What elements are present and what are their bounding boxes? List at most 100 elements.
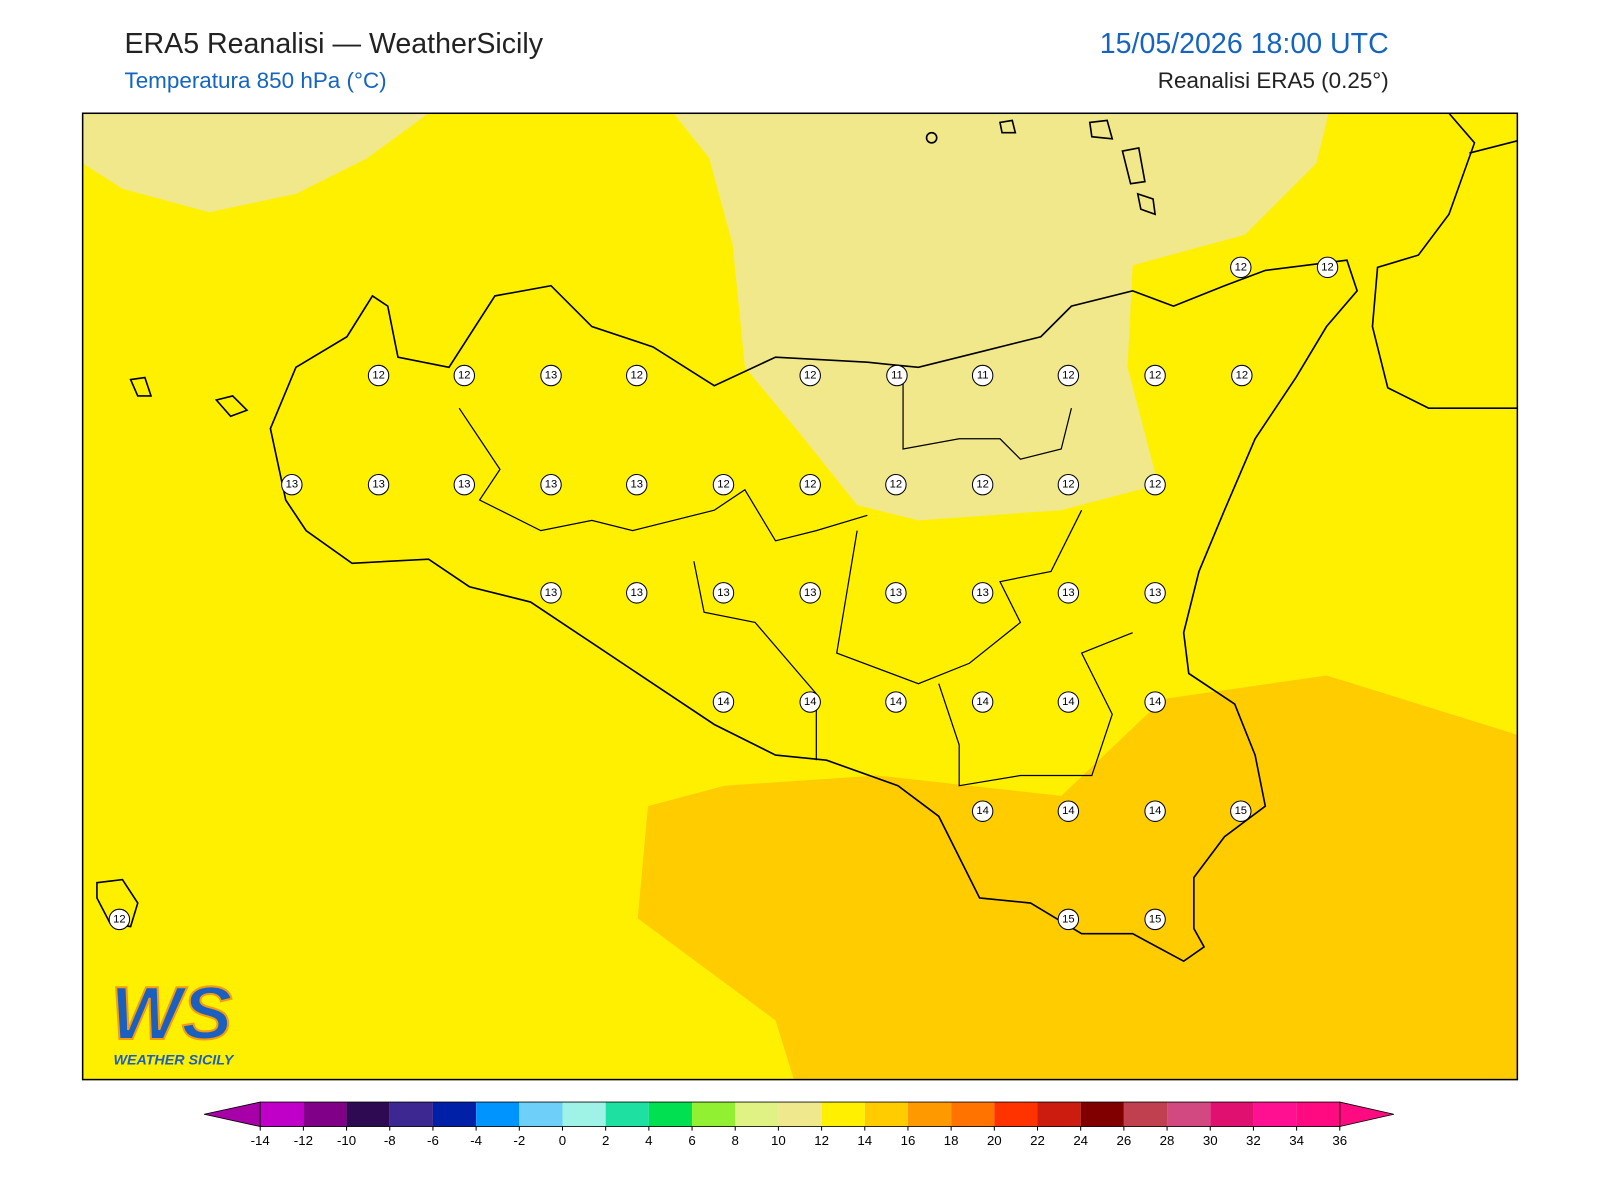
- grid-value: 12: [1235, 261, 1247, 273]
- grid-value: 12: [113, 913, 125, 925]
- grid-value: 13: [717, 587, 729, 599]
- colorbar-cell: [735, 1102, 779, 1127]
- grid-value: 14: [976, 805, 988, 817]
- grid-marker: [626, 582, 648, 604]
- grid-marker: [1144, 800, 1166, 822]
- grid-value: 13: [890, 587, 902, 599]
- grid-marker: [885, 691, 907, 713]
- grid-marker: [626, 364, 648, 387]
- grid-marker: [1057, 908, 1080, 931]
- colorbar-tick-label: 32: [1246, 1133, 1261, 1148]
- grid-value: 14: [1149, 696, 1161, 708]
- grid-marker: [712, 582, 735, 604]
- grid-marker: [971, 800, 994, 822]
- colorbar-tick-label: 16: [901, 1133, 916, 1148]
- colorbar-tick-label: -14: [251, 1133, 270, 1148]
- colorbar-tick-label: -2: [513, 1133, 525, 1148]
- title: ERA5 Reanalisi — WeatherSicily: [124, 28, 543, 60]
- grid-marker: [712, 473, 735, 496]
- grid-value: 14: [976, 696, 988, 708]
- grid-value: 12: [1236, 370, 1248, 382]
- grid-marker: [1316, 256, 1339, 279]
- grid-marker: [1057, 582, 1080, 604]
- grid-value: 13: [545, 479, 557, 491]
- grid-points: 12 12 12 12 13 12 12 11 11 12 12 12 13 13 13 13 13 12 12 12…: [108, 256, 1339, 931]
- grid-marker: [540, 364, 562, 387]
- colorbar-cell: [1296, 1102, 1340, 1127]
- grid-marker: [1057, 364, 1080, 387]
- grid-value: 14: [717, 696, 729, 708]
- colorbar-tick-label: 14: [857, 1133, 872, 1148]
- colorbar-cell: [648, 1102, 693, 1127]
- map: 12 12 12 12 13 12 12 11 11 12 12 12 13 13 13 13 13 12 12 12…: [82, 113, 1518, 1080]
- colorbar-cell: [562, 1102, 606, 1127]
- colorbar-tick-label: 0: [559, 1133, 566, 1148]
- colorbar-cell: [476, 1102, 520, 1127]
- grid-value: 11: [977, 370, 989, 382]
- grid-value: 13: [976, 587, 988, 599]
- field-12: [673, 113, 1329, 521]
- colorbar-cell: [778, 1102, 822, 1127]
- grid-value: 15: [1062, 913, 1074, 925]
- grid-value: 14: [1149, 805, 1161, 817]
- grid-value: 13: [458, 479, 470, 491]
- colorbar-cell: [1253, 1102, 1297, 1127]
- grid-value: 15: [1149, 913, 1161, 925]
- colorbar-tick-label: -6: [427, 1133, 439, 1148]
- colorbar-cell: [260, 1102, 304, 1127]
- colorbar-tick-label: 36: [1332, 1133, 1347, 1148]
- grid-value: 13: [372, 479, 384, 491]
- colorbar: -14 -12 -10 -8 -6 -4 -2 0 2 4 6 8 10 12 14 16 18 20 22 24 26…: [203, 1101, 1394, 1148]
- logo-name: WEATHER SICILY: [114, 1052, 235, 1068]
- grid-marker: [1057, 473, 1080, 496]
- colorbar-tick-label: 10: [771, 1133, 786, 1148]
- colorbar-cell: [432, 1102, 477, 1127]
- grid-value: 12: [1321, 261, 1333, 273]
- grid-marker: [712, 691, 735, 713]
- grid-marker: [799, 364, 821, 387]
- source: Reanalisi ERA5 (0.25°): [1158, 68, 1389, 93]
- colorbar-tick-label: 20: [987, 1133, 1002, 1148]
- grid-value: 13: [1149, 587, 1161, 599]
- map-frame: [81, 112, 1519, 1081]
- colorbar-cell: [346, 1102, 390, 1127]
- grid-marker: [1057, 691, 1080, 713]
- colorbar-tick-label: -8: [384, 1133, 396, 1148]
- colorbar-tick-label: 6: [688, 1133, 695, 1148]
- colorbar-cell: [864, 1102, 908, 1127]
- grid-value: 12: [976, 479, 988, 491]
- grid-value: 12: [1149, 370, 1161, 382]
- colorbar-extend-high: [1339, 1101, 1394, 1128]
- grid-marker: [367, 473, 390, 496]
- grid-value: 14: [1062, 696, 1074, 708]
- coastline: [96, 113, 1518, 963]
- field-16: [637, 675, 1518, 1080]
- grid-marker: [453, 473, 475, 496]
- colorbar-cell: [389, 1102, 433, 1127]
- grid-marker: [885, 582, 907, 604]
- colorbar-cell: [1037, 1102, 1081, 1127]
- grid-value: 13: [630, 587, 642, 599]
- grid-marker: [626, 473, 648, 496]
- grid-value: 12: [804, 479, 816, 491]
- colorbar-tick-label: -12: [294, 1133, 313, 1148]
- colorbar-cell: [994, 1102, 1038, 1127]
- grid-value: 12: [804, 370, 816, 382]
- grid-value: 12: [890, 479, 902, 491]
- datetime: 15/05/2026 18:00 UTC: [1100, 28, 1389, 60]
- colorbar-cell: [1123, 1102, 1168, 1127]
- grid-marker: [1231, 364, 1253, 387]
- grid-value: 14: [890, 696, 902, 708]
- colorbar-tick-label: 26: [1117, 1133, 1132, 1148]
- grid-marker: [1144, 691, 1166, 713]
- grid-marker: [1144, 582, 1166, 604]
- colorbar-tick-label: 28: [1160, 1133, 1175, 1148]
- colorbar-tick-label: -4: [470, 1133, 482, 1148]
- grid-value: 12: [1149, 479, 1161, 491]
- grid-marker: [886, 364, 908, 387]
- colorbar-tick-label: 34: [1289, 1133, 1304, 1148]
- grid-value: 13: [804, 587, 816, 599]
- colorbar-cell: [605, 1102, 649, 1127]
- colorbar-cell: [907, 1102, 952, 1127]
- colorbar-extend-low: [203, 1101, 261, 1128]
